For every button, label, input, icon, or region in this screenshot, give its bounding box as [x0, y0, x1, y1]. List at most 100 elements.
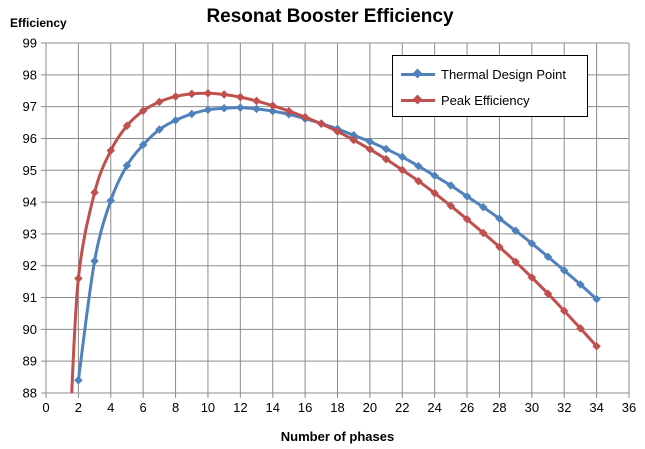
y-tick-label: 88: [23, 386, 37, 401]
x-tick-label: 0: [42, 400, 49, 415]
y-tick-label: 93: [23, 226, 37, 241]
data-point: [252, 104, 261, 114]
series-line: [70, 91, 598, 393]
data-point: [219, 90, 229, 99]
data-point: [543, 289, 553, 298]
y-tick-label: 92: [23, 258, 37, 273]
legend-label-peak-efficiency: Peak Efficiency: [441, 92, 530, 108]
data-point: [252, 96, 261, 106]
x-tick-label: 10: [201, 400, 215, 415]
data-point: [300, 112, 310, 122]
x-tick-label: 32: [557, 400, 571, 415]
data-point: [138, 106, 148, 116]
data-point: [171, 92, 180, 101]
tick-labels: 0 2 4 6 8 10 12 14 16 18 20 22 24 26 28 30 32 34 368889909…: [23, 36, 637, 416]
y-tick-label: 99: [23, 36, 37, 51]
x-tick-label: 14: [265, 400, 279, 415]
x-tick-label: 16: [298, 400, 312, 415]
data-point: [462, 215, 472, 224]
data-point: [430, 188, 439, 198]
data-point: [74, 376, 83, 385]
data-point: [219, 103, 229, 113]
legend-label-thermal-design-point: Thermal Design Point: [441, 66, 566, 82]
data-point: [414, 161, 423, 171]
data-point: [479, 228, 488, 238]
data-point: [317, 119, 326, 129]
y-axis-label: Efficiency: [10, 16, 67, 30]
data-point: [592, 294, 601, 304]
data-point: [236, 92, 245, 102]
data-point: [284, 106, 294, 116]
y-tick-label: 90: [23, 322, 37, 337]
legend-item-thermal-design-point: Thermal Design Point: [401, 64, 566, 84]
legend-swatch-peak-efficiency: [401, 94, 435, 106]
data-point: [592, 341, 601, 351]
x-tick-label: 22: [395, 400, 409, 415]
x-tick-label: 36: [622, 400, 636, 415]
data-point: [268, 101, 277, 110]
data-point: [495, 242, 504, 252]
x-tick-label: 6: [140, 400, 147, 415]
data-point: [122, 161, 132, 170]
x-tick-label: 20: [363, 400, 377, 415]
y-tick-label: 98: [23, 67, 37, 82]
data-point: [381, 154, 391, 164]
x-tick-label: 26: [460, 400, 474, 415]
legend-swatch-thermal-design-point: [401, 68, 435, 80]
data-point: [576, 280, 585, 289]
y-tick-label: 95: [23, 163, 37, 178]
x-tick-label: 18: [330, 400, 344, 415]
data-point: [155, 125, 164, 134]
legend-item-peak-efficiency: Peak Efficiency: [401, 90, 530, 110]
data-point: [106, 196, 116, 205]
data-point: [90, 256, 99, 266]
data-point: [365, 145, 375, 154]
data-point: [171, 116, 180, 125]
data-point: [576, 324, 585, 333]
data-point: [446, 201, 456, 211]
y-tick-label: 89: [23, 354, 37, 369]
chart-title: Resonat Booster Efficiency: [206, 6, 454, 27]
x-axis-label: Number of phases: [280, 429, 395, 444]
data-point: [187, 89, 196, 99]
y-tick-label: 96: [23, 131, 37, 146]
x-tick-label: 8: [172, 400, 179, 415]
data-point: [203, 105, 213, 115]
data-point: [398, 165, 407, 175]
data-point: [90, 188, 99, 197]
y-tick-label: 91: [23, 290, 37, 305]
data-point: [446, 181, 456, 190]
data-point: [398, 152, 407, 162]
x-tick-label: 30: [525, 400, 539, 415]
data-point: [203, 89, 213, 98]
data-point: [511, 257, 520, 267]
data-point: [381, 144, 391, 154]
x-tick-label: 12: [233, 400, 247, 415]
x-tick-label: 24: [427, 400, 441, 415]
data-point: [527, 273, 537, 282]
data-point: [495, 214, 504, 223]
data-point: [155, 97, 164, 107]
data-point: [268, 106, 277, 116]
data-point: [187, 109, 196, 119]
x-tick-label: 34: [589, 400, 603, 415]
data-point: [74, 274, 83, 283]
series-1: [70, 89, 601, 393]
x-tick-label: 28: [492, 400, 506, 415]
x-tick-label: 4: [107, 400, 114, 415]
data-point: [414, 176, 423, 186]
data-point: [333, 127, 342, 136]
series-lines: [70, 89, 601, 393]
data-point: [559, 266, 569, 275]
data-point: [430, 171, 439, 180]
data-point: [106, 146, 116, 155]
data-point: [462, 192, 472, 201]
y-tick-label: 97: [23, 99, 37, 114]
x-tick-label: 2: [75, 400, 82, 415]
legend: Thermal Design Point Peak Efficiency: [392, 55, 588, 117]
data-point: [236, 103, 245, 112]
data-point: [138, 140, 148, 150]
y-tick-label: 94: [23, 195, 37, 210]
